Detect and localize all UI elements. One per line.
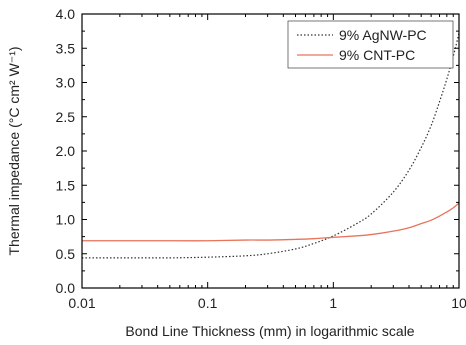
x-tick-label: 10 — [451, 295, 466, 311]
legend-label-agnw-pc: 9% AgNW-PC — [339, 27, 427, 43]
y-tick-label: 4.0 — [56, 6, 76, 22]
y-tick-label: 0.5 — [56, 246, 76, 262]
legend-box — [287, 20, 454, 69]
y-tick-label: 3.5 — [56, 40, 76, 56]
series-line-agnw-pc — [82, 33, 460, 259]
y-tick-label: 2.0 — [56, 143, 76, 159]
legend-label-cnt-pc: 9% CNT-PC — [339, 47, 415, 63]
x-axis-title: Bond Line Thickness (mm) in logarithmic … — [125, 323, 414, 339]
y-axis-title: Thermal impedance (°C cm² W⁻¹) — [6, 46, 22, 255]
x-tick-label: 0.1 — [198, 295, 218, 311]
x-tick-label: 1 — [329, 295, 337, 311]
y-tick-label: 3.0 — [56, 75, 76, 91]
series-line-cnt-pc — [82, 202, 460, 242]
x-tick-label: 0.01 — [68, 295, 95, 311]
y-tick-label: 0.0 — [56, 280, 76, 296]
legend: 9% AgNW-PC 9% CNT-PC — [287, 20, 454, 69]
y-tick-label: 1.0 — [56, 212, 76, 228]
y-tick-label: 1.5 — [56, 177, 76, 193]
y-tick-label: 2.5 — [56, 109, 76, 125]
